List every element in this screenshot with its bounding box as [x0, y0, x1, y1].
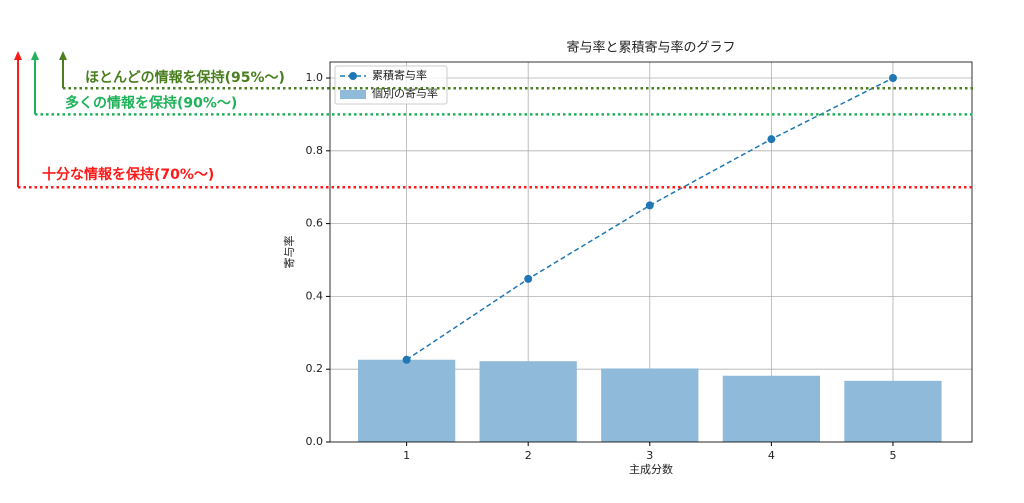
y-tick-label: 1.0	[306, 71, 324, 84]
bar	[479, 361, 577, 442]
marker	[888, 74, 897, 83]
bar	[357, 359, 456, 442]
x-tick-label: 3	[646, 449, 653, 462]
bar	[601, 368, 699, 442]
y-tick-label: 0.4	[306, 289, 324, 302]
threshold-arrow-head	[14, 51, 22, 60]
threshold-arrow-head	[31, 51, 39, 60]
marker	[402, 355, 411, 364]
plot-frame	[329, 61, 973, 443]
legend-swatch	[340, 90, 366, 99]
bar	[722, 375, 821, 442]
bar	[844, 380, 942, 442]
marker	[767, 135, 776, 144]
legend-label: 個別の寄与率	[372, 86, 438, 100]
x-tick-label: 5	[889, 449, 896, 462]
y-tick-label: 0.6	[306, 217, 324, 230]
threshold-label: 多くの情報を保持(90%〜)	[65, 94, 237, 111]
marker	[645, 201, 654, 210]
x-tick-label: 1	[403, 449, 410, 462]
y-tick-label: 0.8	[306, 144, 324, 157]
legend-label: 累積寄与率	[372, 68, 427, 82]
x-axis-label: 主成分数	[629, 463, 673, 476]
threshold-label: 十分な情報を保持(70%〜)	[42, 166, 214, 183]
threshold-arrow-head	[59, 51, 67, 60]
y-tick-label: 0.2	[306, 362, 324, 375]
y-tick-label: 0.0	[306, 435, 324, 448]
legend-swatch	[349, 72, 357, 80]
marker	[524, 274, 533, 283]
chart-title: 寄与率と累積寄与率のグラフ	[566, 40, 735, 56]
threshold-label: ほとんどの情報を保持(95%〜)	[85, 69, 285, 86]
y-axis-label: 寄与率	[282, 236, 296, 269]
x-tick-label: 4	[768, 449, 775, 462]
x-tick-label: 2	[525, 449, 532, 462]
